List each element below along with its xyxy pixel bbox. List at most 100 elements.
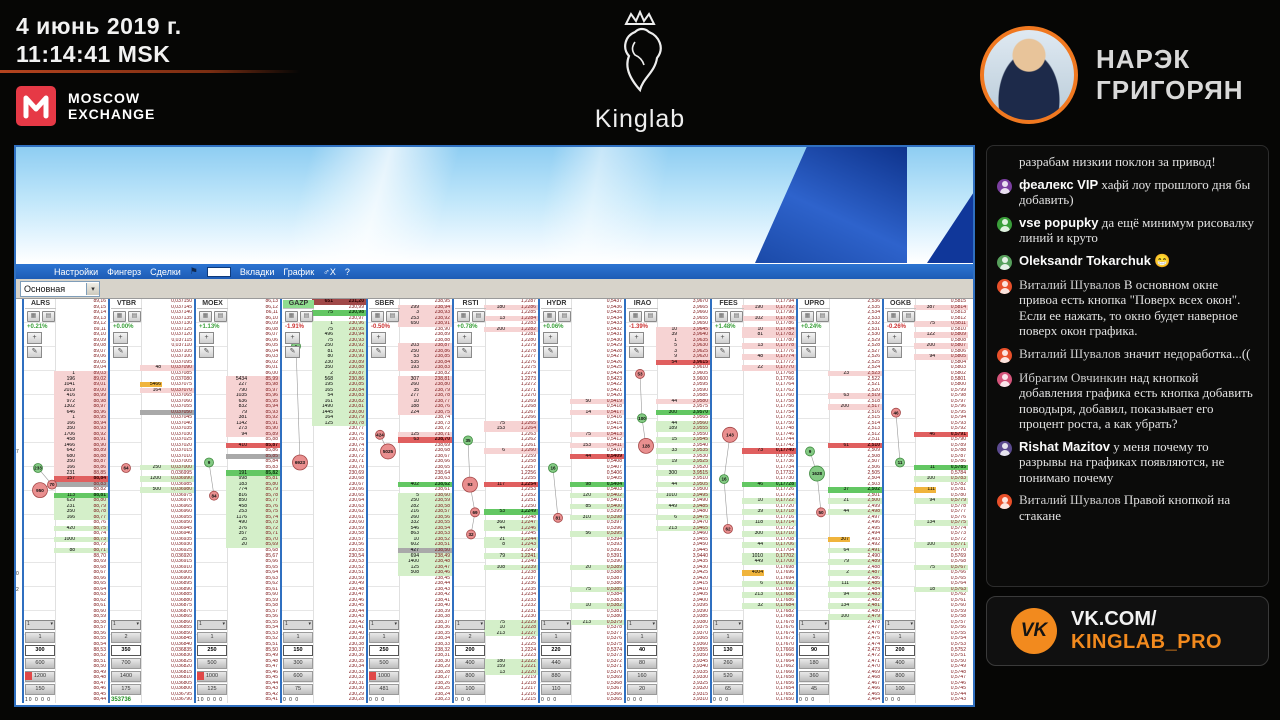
add-button[interactable]: + xyxy=(27,332,42,344)
qty-preset-button[interactable]: 150 xyxy=(25,684,55,695)
grid-icon[interactable]: ▦ xyxy=(285,311,298,322)
qty-preset-button[interactable]: 1 xyxy=(799,632,829,643)
draw-button[interactable]: ✎ xyxy=(801,346,816,358)
qty-preset-button[interactable]: 1000 xyxy=(369,671,399,682)
draw-button[interactable]: ✎ xyxy=(629,346,644,358)
qty-preset-button[interactable]: 500 xyxy=(197,658,227,669)
qty-preset-button[interactable]: 1 xyxy=(541,632,571,643)
window-icon[interactable]: ▤ xyxy=(644,311,657,322)
grid-icon[interactable]: ▦ xyxy=(371,311,384,322)
qty-preset-button[interactable]: 65 xyxy=(713,684,743,695)
qty-dropdown[interactable]: 1 ▾ xyxy=(627,620,657,630)
grid-icon[interactable]: ▦ xyxy=(629,311,642,322)
qty-preset-button[interactable]: 250 xyxy=(197,645,227,656)
add-button[interactable]: + xyxy=(887,332,902,344)
qty-preset-button[interactable]: 1 xyxy=(713,632,743,643)
qty-preset-button[interactable]: 100 xyxy=(885,684,915,695)
qty-preset-button[interactable]: 40 xyxy=(627,645,657,656)
qty-preset-button[interactable]: 110 xyxy=(541,684,571,695)
grid-icon[interactable]: ▦ xyxy=(113,311,126,322)
add-button[interactable]: + xyxy=(801,332,816,344)
qty-preset-button[interactable]: 180 xyxy=(799,658,829,669)
qty-dropdown[interactable]: 1 ▾ xyxy=(541,620,571,630)
qty-preset-button[interactable]: 1 xyxy=(197,632,227,643)
grid-icon[interactable]: ▦ xyxy=(27,311,40,322)
draw-button[interactable]: ✎ xyxy=(715,346,730,358)
menu-input[interactable] xyxy=(206,266,231,277)
qty-preset-button[interactable]: 300 xyxy=(283,658,313,669)
qty-preset-button[interactable]: 200 xyxy=(455,645,485,656)
qty-preset-button[interactable]: 150 xyxy=(283,645,313,656)
add-button[interactable]: + xyxy=(457,332,472,344)
qty-preset-button[interactable]: 481 xyxy=(369,684,399,695)
qty-preset-button[interactable]: 125 xyxy=(197,684,227,695)
window-icon[interactable]: ▤ xyxy=(472,311,485,322)
grid-icon[interactable]: ▦ xyxy=(457,311,470,322)
window-icon[interactable]: ▤ xyxy=(558,311,571,322)
window-icon[interactable]: ▤ xyxy=(128,311,141,322)
qty-preset-button[interactable]: 360 xyxy=(799,671,829,682)
qty-dropdown[interactable]: 1 ▾ xyxy=(799,620,829,630)
add-button[interactable]: + xyxy=(113,332,128,344)
qty-preset-button[interactable]: 100 xyxy=(455,684,485,695)
qty-preset-button[interactable]: 350 xyxy=(111,645,141,656)
draw-button[interactable]: ✎ xyxy=(887,346,902,358)
qty-dropdown[interactable]: 1 ▾ xyxy=(369,620,399,630)
window-icon[interactable]: ▤ xyxy=(42,311,55,322)
qty-preset-button[interactable]: 45 xyxy=(799,684,829,695)
menu-item[interactable]: ? xyxy=(344,266,350,277)
window-icon[interactable]: ▤ xyxy=(214,311,227,322)
window-icon[interactable]: ▤ xyxy=(300,311,313,322)
qty-dropdown[interactable]: 1 ▾ xyxy=(111,620,141,630)
qty-preset-button[interactable]: 1 xyxy=(25,632,55,643)
qty-preset-button[interactable]: 500 xyxy=(369,658,399,669)
grid-icon[interactable]: ▦ xyxy=(715,311,728,322)
qty-preset-button[interactable]: 400 xyxy=(455,658,485,669)
qty-preset-button[interactable]: 600 xyxy=(283,671,313,682)
profile-select[interactable]: Основная ▾ xyxy=(20,280,100,297)
menu-item[interactable]: График xyxy=(283,266,315,277)
grid-icon[interactable]: ▦ xyxy=(199,311,212,322)
draw-button[interactable]: ✎ xyxy=(27,346,42,358)
add-button[interactable]: + xyxy=(199,332,214,344)
qty-preset-button[interactable]: 2 xyxy=(455,632,485,643)
qty-dropdown[interactable]: 1 ▾ xyxy=(283,620,313,630)
qty-preset-button[interactable]: 2 xyxy=(111,632,141,643)
add-button[interactable]: + xyxy=(543,332,558,344)
qty-preset-button[interactable]: 1 xyxy=(627,632,657,643)
qty-preset-button[interactable]: 1200 xyxy=(25,671,55,682)
menu-item[interactable]: Сделки xyxy=(150,266,181,277)
add-button[interactable]: + xyxy=(715,332,730,344)
draw-button[interactable]: ✎ xyxy=(113,346,128,358)
qty-preset-button[interactable]: 220 xyxy=(541,645,571,656)
qty-preset-button[interactable]: 600 xyxy=(25,658,55,669)
qty-preset-button[interactable]: 75 xyxy=(283,684,313,695)
draw-button[interactable]: ✎ xyxy=(543,346,558,358)
qty-dropdown[interactable]: 1 ▾ xyxy=(713,620,743,630)
qty-preset-button[interactable]: 440 xyxy=(541,658,571,669)
draw-button[interactable]: ✎ xyxy=(285,346,300,358)
qty-preset-button[interactable]: 260 xyxy=(713,658,743,669)
qty-preset-button[interactable]: 130 xyxy=(713,645,743,656)
qty-preset-button[interactable]: 80 xyxy=(627,658,657,669)
qty-preset-button[interactable]: 1 xyxy=(369,632,399,643)
window-icon[interactable]: ▤ xyxy=(816,311,829,322)
window-icon[interactable]: ▤ xyxy=(902,311,915,322)
qty-preset-button[interactable]: 20 xyxy=(627,684,657,695)
qty-preset-button[interactable]: 90 xyxy=(799,645,829,656)
draw-button[interactable]: ✎ xyxy=(371,346,386,358)
add-button[interactable]: + xyxy=(285,332,300,344)
window-icon[interactable]: ▤ xyxy=(730,311,743,322)
vk-banner[interactable]: VK VK.COM/ KINGLAB_PRO xyxy=(986,596,1269,666)
menu-item[interactable]: Вкладки xyxy=(239,266,275,277)
add-button[interactable]: + xyxy=(629,332,644,344)
qty-preset-button[interactable]: 400 xyxy=(885,658,915,669)
qty-preset-button[interactable]: 1400 xyxy=(111,671,141,682)
qty-preset-button[interactable]: 200 xyxy=(885,645,915,656)
qty-dropdown[interactable]: 1 ▾ xyxy=(25,620,55,630)
draw-button[interactable]: ✎ xyxy=(457,346,472,358)
qty-preset-button[interactable]: 160 xyxy=(627,671,657,682)
qty-dropdown[interactable]: 1 ▾ xyxy=(885,620,915,630)
grid-icon[interactable]: ▦ xyxy=(543,311,556,322)
qty-preset-button[interactable]: 800 xyxy=(455,671,485,682)
